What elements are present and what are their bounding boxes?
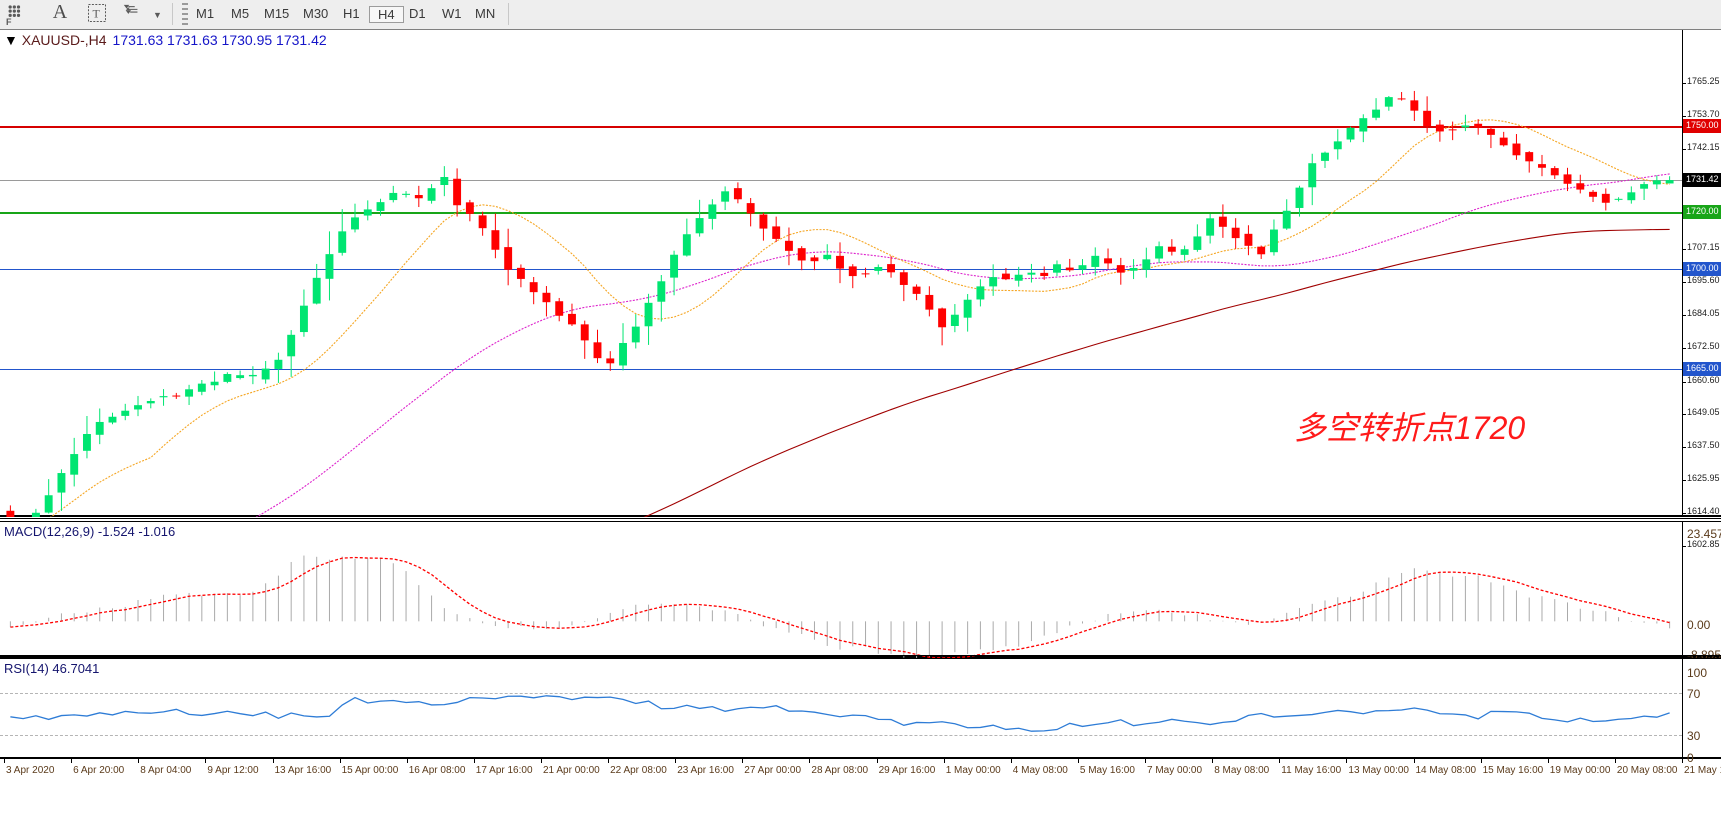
svg-text:T: T [93,7,101,21]
